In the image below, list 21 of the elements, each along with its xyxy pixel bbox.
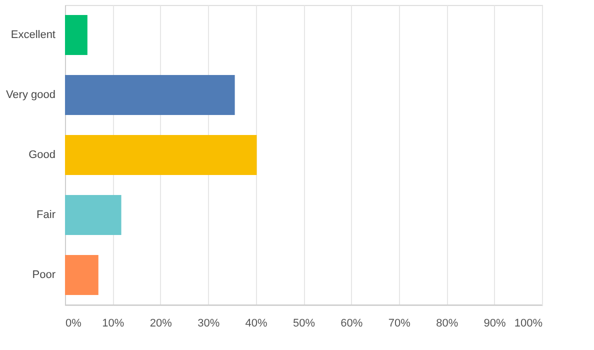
x-tick-label: 40% xyxy=(245,318,268,330)
y-tick-label: Fair xyxy=(36,209,56,221)
bar xyxy=(65,195,122,235)
bar xyxy=(65,135,257,175)
x-tick-label: 0% xyxy=(66,318,82,330)
y-tick-label: Poor xyxy=(32,269,56,281)
x-tick-label: 80% xyxy=(436,318,458,330)
x-tick-label: 50% xyxy=(292,318,316,330)
bar xyxy=(65,255,98,295)
x-tick-label: 10% xyxy=(102,318,124,330)
y-tick-label: Very good xyxy=(6,89,56,101)
y-tick-label: Excellent xyxy=(10,29,56,41)
x-tick-label: 70% xyxy=(388,318,411,330)
bar xyxy=(65,75,235,115)
x-tick-label: 100% xyxy=(514,318,543,330)
x-tick-label: 60% xyxy=(340,318,363,330)
y-tick-label: Good xyxy=(28,149,56,161)
x-tick-label: 90% xyxy=(484,318,506,330)
x-tick-label: 30% xyxy=(198,318,220,330)
bar xyxy=(65,15,88,55)
x-tick-label: 20% xyxy=(150,318,172,330)
